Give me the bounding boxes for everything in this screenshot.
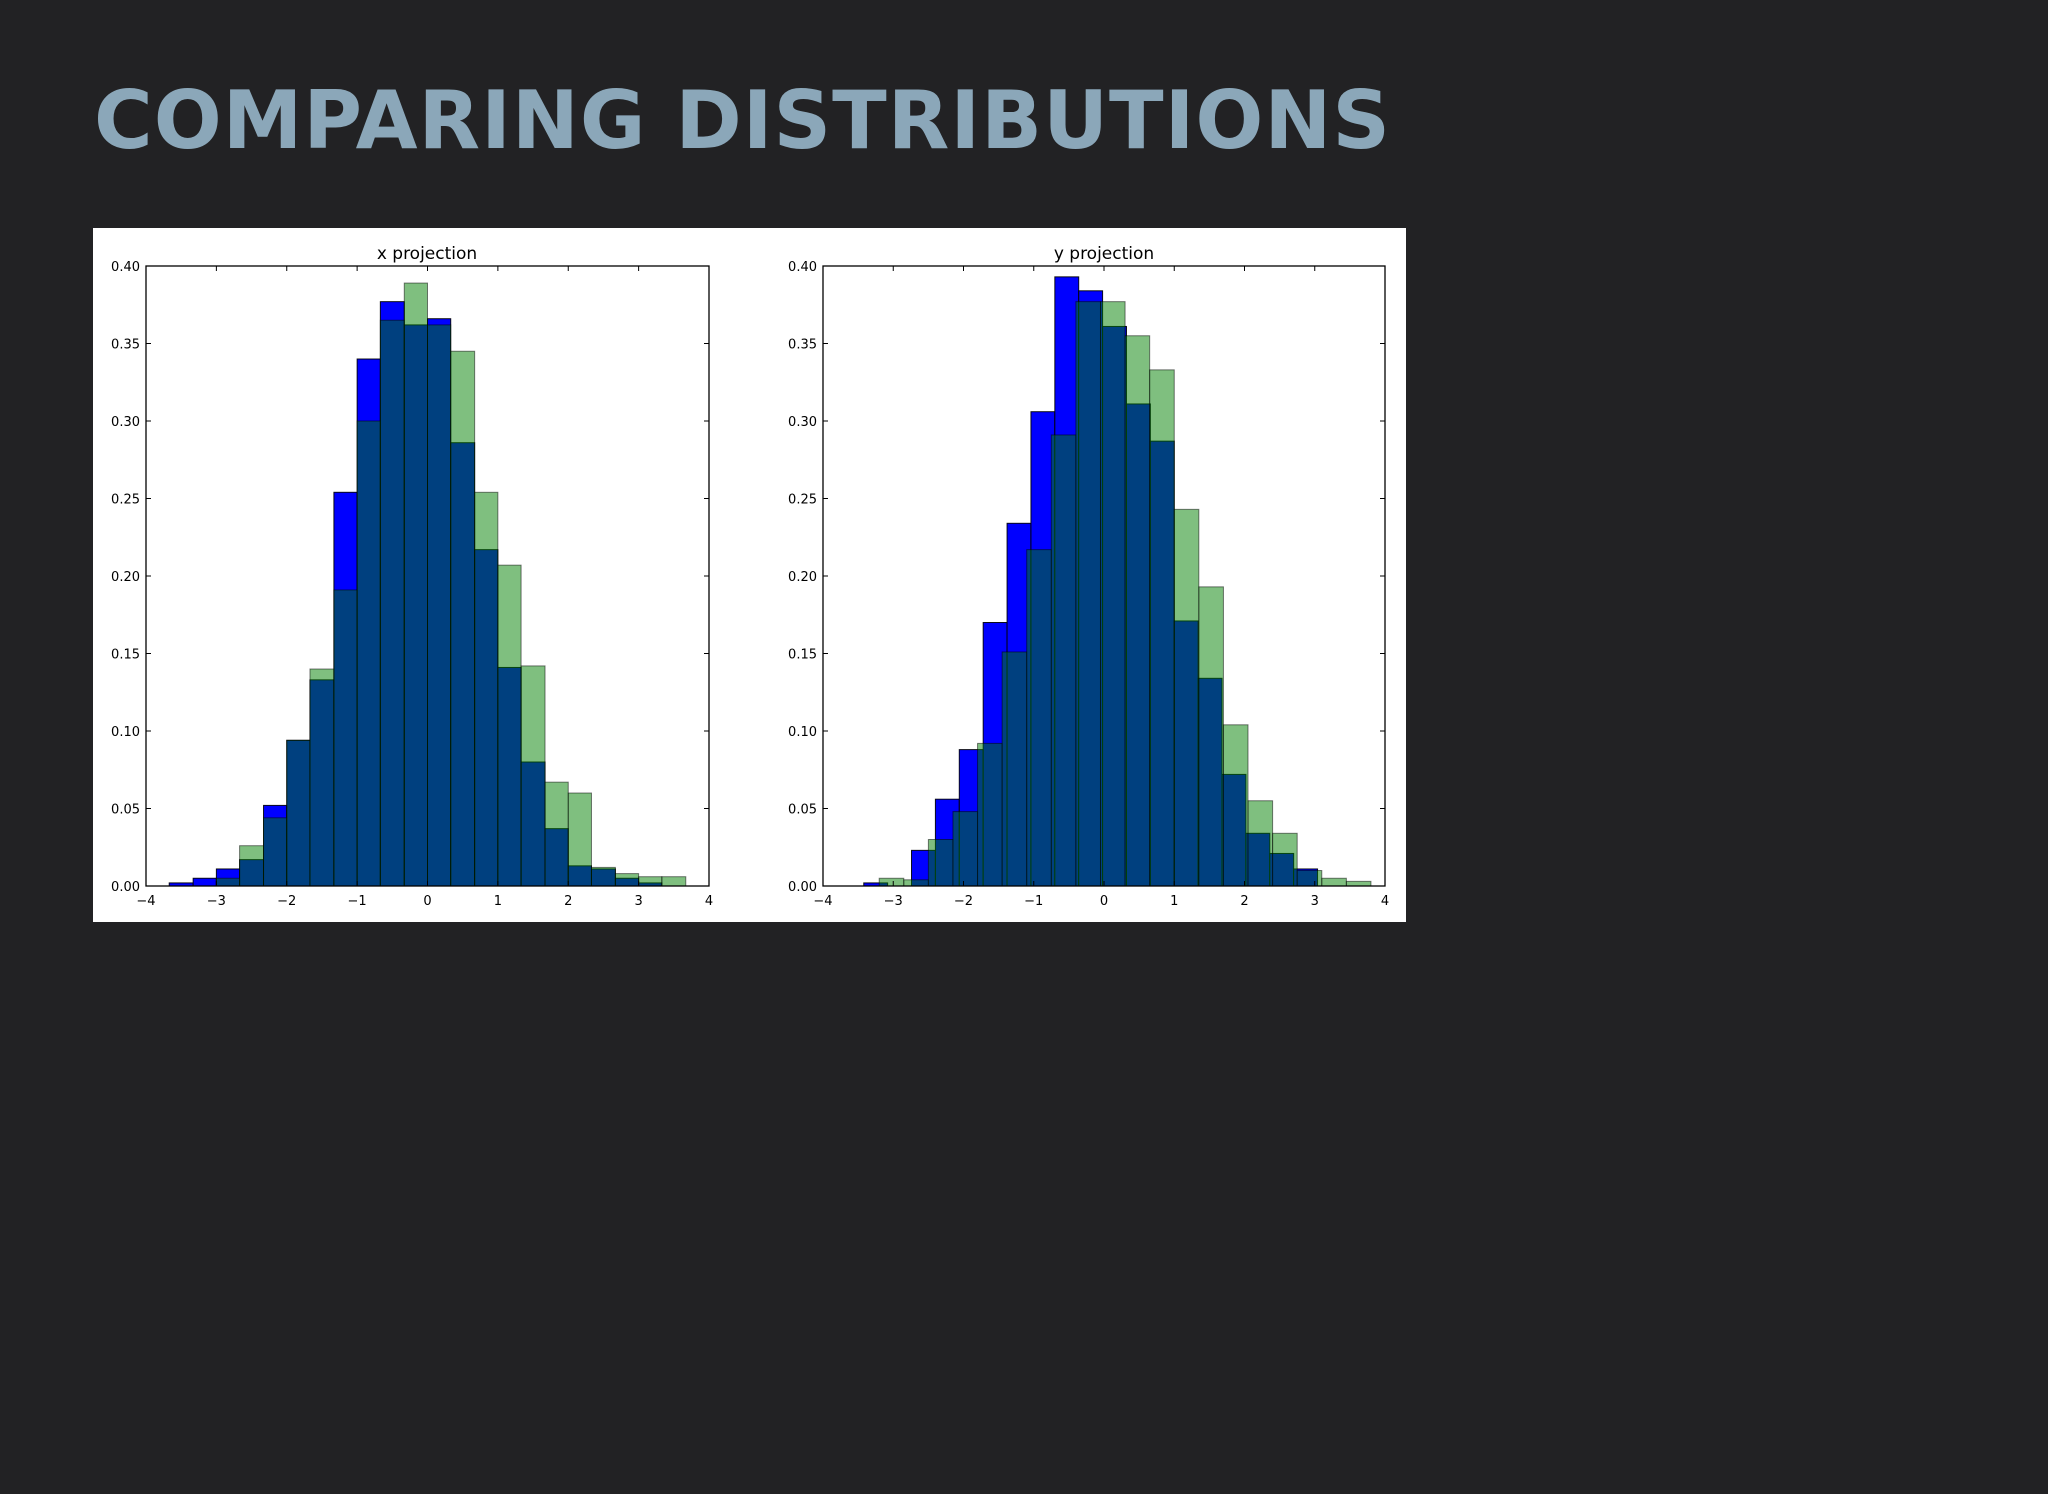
y-projection-bar-series-1-bin-13 [1198, 586, 1224, 887]
y-projection-xtick-label-4: 0 [1100, 894, 1108, 909]
y-projection-bar-series-1-bin-0 [878, 877, 905, 887]
x-projection-bar-series-1-bin-11 [474, 491, 499, 887]
y-projection-ytick-label-5: 0.25 [788, 493, 817, 508]
y-projection-bar-series-1-bin-2 [927, 839, 954, 887]
y-projection-ytick-label-1: 0.05 [788, 803, 817, 818]
y-projection-plot: y projection −4 −3 −2 −1 0 1 2 3 4 0.00 0.05 0.10 0.… [788, 244, 1389, 909]
x-projection-xtick-label-6: 2 [564, 894, 572, 909]
y-projection-bar-series-1-bin-12 [1173, 508, 1200, 887]
x-projection-bar-series-1-bin-4 [309, 668, 335, 887]
x-projection-bar-series-1-bin-12 [497, 564, 522, 887]
x-projection-bar-series-1-bin-1 [239, 845, 265, 887]
y-projection-ytick-label-0: 0.00 [788, 880, 817, 895]
y-projection-ytick-label-7: 0.35 [788, 338, 817, 353]
y-projection-ytick-label-8: 0.40 [788, 260, 817, 275]
figure-panel: x projection −4 −3 −2 −1 0 1 2 3 4 0.00 0.05 0.10 0.… [93, 228, 1406, 922]
x-projection-ytick-label-6: 0.30 [111, 415, 140, 430]
x-projection-xtick-label-2: −2 [277, 894, 296, 909]
x-projection-bar-series-1-bin-6 [356, 420, 381, 887]
x-projection-xtick-label-7: 3 [634, 894, 642, 909]
y-projection-xtick-label-6: 2 [1240, 894, 1248, 909]
y-projection-ytick-label-6: 0.30 [788, 415, 817, 430]
y-projection-bar-series-1-bin-1 [903, 879, 929, 887]
x-projection-bar-series-1-bin-17 [614, 873, 640, 887]
x-projection-ytick-label-8: 0.40 [111, 260, 140, 275]
x-projection-bar-series-1-bin-0 [215, 877, 241, 887]
x-projection-xtick-label-3: −1 [348, 894, 367, 909]
x-projection-bar-series-1-bin-10 [450, 350, 476, 887]
x-projection-plot: x projection −4 −3 −2 −1 0 1 2 3 4 0.00 0.05 0.10 0.… [111, 244, 713, 909]
y-projection-bar-series-1-bin-18 [1321, 877, 1347, 887]
y-projection-bar-series-1-bin-4 [977, 742, 1003, 887]
y-projection-bar-series-1-bin-11 [1149, 369, 1175, 887]
x-projection-ytick-label-5: 0.25 [111, 493, 140, 508]
x-projection-ytick-label-1: 0.05 [111, 803, 140, 818]
x-projection-ytick-label-4: 0.20 [111, 570, 140, 585]
x-projection-bar-series-1-bin-15 [567, 792, 592, 887]
x-projection-xtick-label-8: 4 [705, 894, 713, 909]
y-projection-bar-series-1-bin-15 [1247, 800, 1274, 887]
y-projection-bar-series-1-bin-10 [1124, 335, 1151, 887]
y-projection-bar-series-1-bin-14 [1222, 724, 1249, 887]
x-projection-bar-series-1-bin-19 [661, 876, 687, 887]
y-projection-bar-series-1-bin-19 [1345, 880, 1372, 887]
x-projection-title: x projection [377, 244, 477, 264]
y-projection-bar-series-1-bin-17 [1296, 870, 1323, 887]
y-projection-xtick-label-5: 1 [1170, 894, 1178, 909]
x-projection-bar-series-0-bin-1 [192, 877, 217, 887]
x-projection-bar-series-1-bin-7 [379, 319, 405, 887]
slide-title: COMPARING DISTRIBUTIONS [94, 74, 1391, 167]
x-projection-ytick-label-2: 0.10 [111, 725, 140, 740]
x-projection-xtick-label-4: 0 [423, 894, 431, 909]
y-projection-bar-series-1-bin-16 [1272, 832, 1298, 887]
y-projection-bar-series-1-bin-3 [952, 811, 979, 887]
histogram-figure: x projection −4 −3 −2 −1 0 1 2 3 4 0.00 0.05 0.10 0.… [111, 244, 1389, 909]
x-projection-bar-series-1-bin-8 [403, 282, 428, 887]
y-projection-ytick-label-4: 0.20 [788, 570, 817, 585]
y-projection-bar-series-1-bin-6 [1026, 549, 1052, 887]
y-projection-bar-series-1-bin-8 [1075, 301, 1101, 887]
y-projection-title: y projection [1054, 244, 1154, 264]
y-projection-xtick-label-7: 3 [1311, 894, 1319, 909]
x-projection-bar-series-1-bin-16 [590, 866, 616, 887]
x-projection-ytick-label-3: 0.15 [111, 648, 140, 663]
x-projection-bar-series-1-bin-13 [520, 665, 546, 887]
x-projection-xtick-label-0: −4 [136, 894, 155, 909]
x-projection-bar-series-1-bin-9 [427, 324, 452, 887]
y-projection-ytick-label-2: 0.10 [788, 725, 817, 740]
y-projection-xtick-label-1: −3 [884, 894, 903, 909]
x-projection-bar-series-1-bin-14 [544, 781, 569, 887]
x-projection-bar-series-1-bin-3 [286, 739, 311, 887]
y-projection-bar-series-1-bin-5 [1001, 651, 1028, 887]
x-projection-bar-series-1-bin-5 [333, 589, 358, 887]
y-projection-xtick-label-0: −4 [813, 894, 832, 909]
y-projection-xtick-label-2: −2 [954, 894, 973, 909]
y-projection-xtick-label-3: −1 [1024, 894, 1043, 909]
x-projection-ytick-label-7: 0.35 [111, 338, 140, 353]
y-projection-bar-series-1-bin-7 [1050, 434, 1077, 887]
x-projection-xtick-label-5: 1 [494, 894, 502, 909]
y-projection-bar-series-1-bin-9 [1099, 301, 1126, 887]
x-projection-bar-series-1-bin-2 [263, 817, 288, 887]
x-projection-bar-series-1-bin-18 [638, 876, 663, 887]
x-projection-ytick-label-0: 0.00 [111, 880, 140, 895]
x-projection-xtick-label-1: −3 [207, 894, 226, 909]
y-projection-ytick-label-3: 0.15 [788, 648, 817, 663]
y-projection-xtick-label-8: 4 [1381, 894, 1389, 909]
